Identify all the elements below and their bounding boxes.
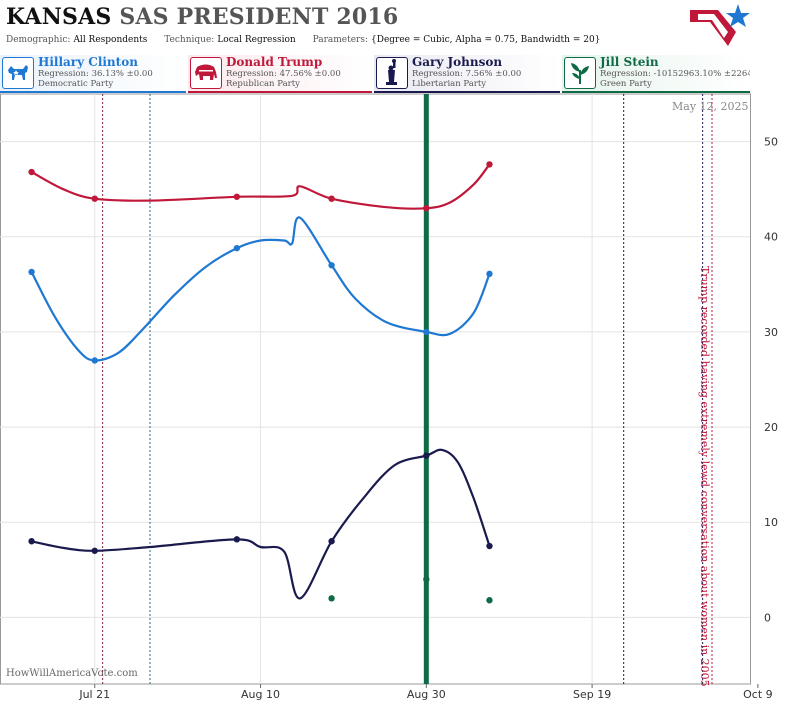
- candidate-regression: Regression: 7.56% ±0.00: [412, 69, 522, 79]
- x-tick-label: Aug 30: [407, 688, 446, 701]
- candidate-name: Donald Trump: [226, 55, 323, 69]
- candidate-regression: Regression: 36.13% ±0.00: [38, 69, 153, 79]
- y-tick-label: 0: [764, 611, 771, 624]
- watermark: HowWillAmericaVote.com: [6, 668, 138, 679]
- data-point-johnson: [328, 538, 335, 545]
- data-point-stein: [486, 597, 493, 604]
- x-tick-label: Jul 21: [78, 688, 110, 701]
- statue-of-liberty-icon: [376, 57, 408, 89]
- data-point-trump: [486, 161, 493, 168]
- candidate-card-trump[interactable]: Donald Trump Regression: 47.56% ±0.00 Re…: [188, 55, 372, 93]
- state-name: KANSAS: [6, 4, 112, 30]
- data-point-clinton: [328, 262, 335, 269]
- data-point-johnson: [28, 538, 35, 545]
- candidate-name: Hillary Clinton: [38, 55, 138, 69]
- x-tick-label: Sep 19: [573, 688, 611, 701]
- y-tick-label: 40: [764, 231, 778, 244]
- y-tick-label: 10: [764, 516, 778, 529]
- chart-title: KANSAS SAS PRESIDENT 2016: [6, 4, 398, 30]
- technique-label: Technique:: [164, 35, 215, 45]
- data-point-trump: [328, 195, 335, 202]
- data-point-johnson: [91, 547, 98, 554]
- candidate-party: Green Party: [600, 79, 652, 89]
- data-point-clinton: [28, 268, 35, 276]
- site-logo-icon[interactable]: [688, 2, 750, 52]
- series-line-johnson: [31, 448, 491, 600]
- candidate-party: Libertarian Party: [412, 79, 487, 89]
- data-point-trump: [233, 193, 241, 200]
- data-point-johnson: [486, 542, 493, 550]
- candidate-name: Gary Johnson: [412, 55, 503, 69]
- candidate-card-stein[interactable]: Jill Stein Regression: -10152963.10% ±22…: [562, 55, 750, 93]
- candidate-regression: Regression: -10152963.10% ±226492: [600, 69, 750, 79]
- y-tick-label: 30: [764, 326, 778, 339]
- plot-frame: [0, 93, 751, 685]
- data-point-clinton: [423, 328, 430, 336]
- date-label: May 12, 2025: [672, 100, 749, 113]
- y-tick-label: 50: [764, 136, 778, 149]
- data-point-johnson: [423, 452, 430, 459]
- x-tick-label: Aug 10: [241, 688, 280, 701]
- data-point-clinton: [91, 357, 98, 364]
- candidate-name: Jill Stein: [600, 55, 659, 69]
- demographic-label: Demographic:: [6, 35, 71, 45]
- elephant-icon: [190, 57, 222, 89]
- data-point-johnson: [233, 536, 241, 543]
- data-point-stein: [328, 595, 335, 602]
- data-point-clinton: [233, 244, 241, 252]
- y-tick-label: 20: [764, 421, 778, 434]
- candidate-card-clinton[interactable]: Hillary Clinton Regression: 36.13% ±0.00…: [0, 55, 186, 93]
- parameters-value: {Degree = Cubic, Alpha = 0.75, Bandwidth…: [371, 35, 601, 45]
- candidate-card-johnson[interactable]: Gary Johnson Regression: 7.56% ±0.00 Lib…: [374, 55, 560, 93]
- parameters-label: Parameters:: [312, 35, 369, 45]
- candidate-regression: Regression: 47.56% ±0.00: [226, 69, 341, 79]
- plant-icon: [564, 57, 596, 89]
- data-point-trump: [423, 204, 430, 212]
- x-tick-label: Oct 9: [743, 688, 773, 701]
- data-point-clinton: [486, 270, 493, 278]
- data-point-trump: [91, 195, 98, 202]
- technique-value: Local Regression: [217, 35, 296, 45]
- candidate-party: Republican Party: [226, 79, 300, 89]
- demographic-value: All Respondents: [73, 35, 148, 45]
- data-point-trump: [28, 168, 35, 176]
- candidate-party: Democratic Party: [38, 79, 114, 89]
- parameters-line: Demographic: All Respondents Technique: Lo…: [6, 35, 614, 45]
- event-annotation: Trump recorded having extremely lewd con…: [698, 266, 711, 687]
- title-text: SAS PRESIDENT 2016: [119, 4, 399, 30]
- data-point-stein: [423, 576, 430, 583]
- donkey-icon: [2, 57, 34, 89]
